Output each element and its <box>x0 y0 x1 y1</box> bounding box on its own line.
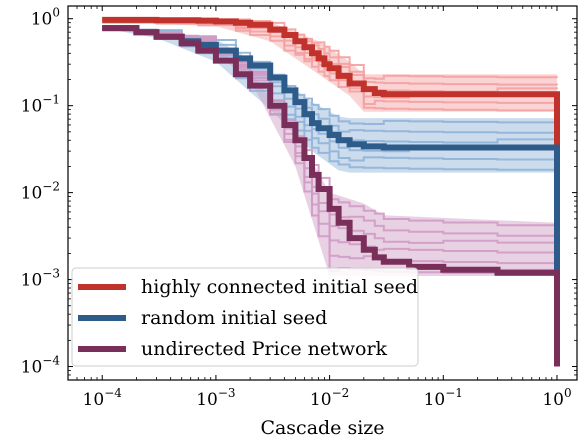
y-tick-label: 10−1 <box>21 93 60 117</box>
legend-item-random: random initial seed <box>78 307 327 329</box>
y-axis-ticks: 100 10−1 10−2 10−3 10−4 <box>21 6 577 381</box>
legend: highly connected initial seed random ini… <box>71 267 419 367</box>
legend-item-price-network: undirected Price network <box>78 338 388 360</box>
legend-box <box>71 267 419 367</box>
x-tick-label: 10−3 <box>196 386 235 410</box>
y-tick-label: 10−3 <box>21 267 60 291</box>
y-tick-label: 10−4 <box>21 354 61 378</box>
x-tick-label: 100 <box>542 386 571 410</box>
x-tick-label: 10−1 <box>424 386 463 410</box>
y-tick-label: 100 <box>31 6 60 30</box>
x-tick-label: 10−2 <box>310 386 349 410</box>
series-lines <box>102 16 560 367</box>
realization-line <box>102 26 558 229</box>
series-line <box>102 16 560 367</box>
y-tick-label: 10−2 <box>21 180 60 204</box>
legend-label: undirected Price network <box>141 338 388 360</box>
legend-label: highly connected initial seed <box>141 276 418 298</box>
spread-band <box>102 27 557 173</box>
legend-label: random initial seed <box>141 307 327 329</box>
x-axis-ticks: 10−4 10−3 10−2 10−1 100 <box>67 6 572 410</box>
x-axis-label: Cascade size <box>260 417 384 439</box>
series-line <box>102 25 560 367</box>
x-tick-label: 10−4 <box>83 386 123 410</box>
legend-item-highly-connected: highly connected initial seed <box>78 276 418 298</box>
